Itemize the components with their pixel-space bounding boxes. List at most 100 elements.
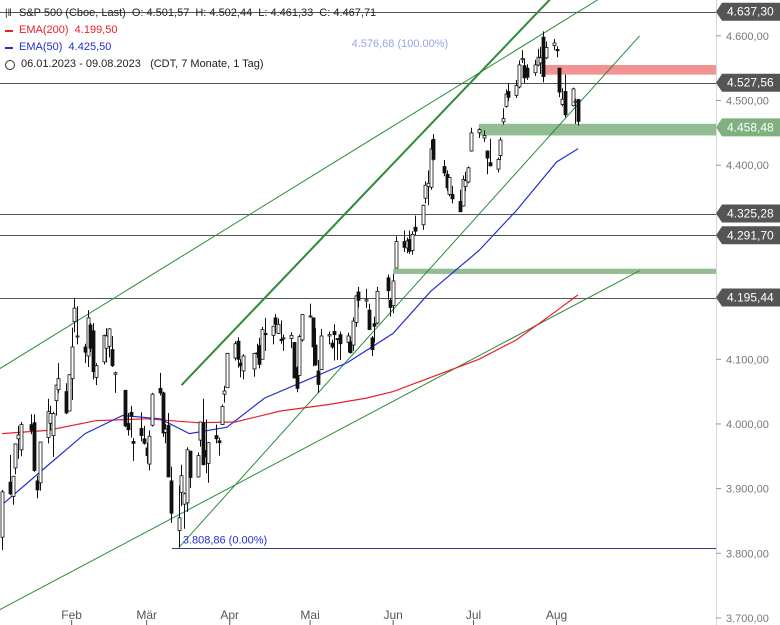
candle	[391, 273, 396, 314]
candle-body-down	[386, 277, 391, 292]
candle-body-up	[573, 100, 578, 103]
candle-body-up	[421, 204, 426, 226]
candle-body-up	[220, 406, 225, 425]
candle	[75, 306, 80, 345]
candle-body-up	[107, 328, 112, 347]
candle-body-down	[576, 99, 581, 122]
candle	[544, 41, 549, 60]
candle	[450, 185, 455, 204]
candle-body-down	[311, 317, 316, 348]
candle-body-up	[463, 180, 468, 187]
candle	[560, 88, 565, 107]
candle	[555, 46, 560, 58]
candle	[83, 343, 88, 364]
candle-body-down	[126, 422, 131, 431]
candle	[131, 438, 136, 461]
candle	[16, 425, 21, 459]
candle	[129, 405, 134, 438]
candle-body-down	[506, 91, 511, 98]
candle-body-up	[517, 64, 522, 88]
candle	[72, 297, 77, 333]
candle	[469, 127, 474, 152]
candle-body-down	[131, 441, 136, 444]
candle-body-up	[375, 290, 380, 324]
candle-body-down	[525, 67, 530, 78]
candle-body-up	[308, 315, 313, 318]
candle	[295, 366, 300, 393]
candle	[482, 130, 487, 142]
candle	[126, 412, 131, 436]
candle-body-up	[514, 85, 519, 96]
candle	[488, 138, 493, 167]
candle-body-up	[241, 355, 246, 372]
candle	[375, 286, 380, 325]
candle	[386, 274, 391, 300]
candle	[552, 39, 557, 51]
candle	[557, 67, 562, 98]
y-tick-label: 4.600,00	[726, 31, 769, 43]
candle-body-up	[182, 493, 187, 505]
candle	[292, 342, 297, 379]
candle	[354, 295, 359, 327]
candle	[217, 437, 222, 456]
candle-body-down	[338, 334, 343, 345]
price-level-tag	[716, 118, 780, 137]
candle-body-up	[113, 372, 118, 375]
candle-body-up	[571, 88, 576, 107]
candle-body-down	[388, 300, 393, 308]
support-resistance-zone	[393, 268, 716, 274]
ema200-value: 4.199,50	[74, 24, 118, 36]
candle	[327, 331, 332, 345]
candle-body-down	[91, 330, 96, 372]
candle-body-up	[67, 374, 72, 412]
candle	[571, 87, 576, 107]
candle-body-up	[300, 314, 305, 341]
date-range: 06.01.2023 - 09.08.2023	[21, 58, 141, 70]
candle-body-down	[316, 370, 321, 385]
ohlc-close-value: 4.467,71	[333, 7, 377, 19]
candle-body-up	[11, 475, 16, 497]
candle	[123, 389, 128, 428]
candle	[533, 59, 538, 76]
candle-body-down	[485, 150, 490, 159]
trendline	[0, 0, 599, 370]
candle	[348, 336, 353, 354]
candle	[356, 286, 361, 308]
candle-body-up	[498, 139, 503, 156]
x-tick-label: Feb	[61, 608, 82, 622]
price-axis-panel	[716, 0, 780, 625]
candle-body-up	[185, 449, 190, 504]
ohlc-open-value: 4.501,57	[146, 7, 190, 19]
candle	[198, 421, 203, 447]
candle	[113, 371, 118, 393]
candle	[485, 150, 490, 175]
candle	[225, 352, 230, 389]
candle	[407, 230, 412, 254]
candle-body-up	[75, 335, 80, 338]
candle-body-down	[188, 450, 193, 479]
candle-body-down	[123, 389, 128, 427]
candle	[423, 181, 428, 204]
legend-ema50-row: EMA(50) 4.425,50	[5, 39, 376, 56]
candle	[271, 325, 276, 345]
candle	[185, 447, 190, 512]
candle-body-up	[351, 320, 356, 346]
candle	[166, 412, 171, 478]
legend-ema200-row: EMA(200) 4.199,50	[5, 22, 376, 39]
candle	[426, 170, 431, 206]
candle	[319, 328, 324, 371]
x-tick-label: Mär	[136, 608, 157, 622]
candle-body-up	[410, 234, 415, 251]
candle	[289, 332, 294, 349]
candle-body-up	[0, 491, 5, 538]
candle	[51, 411, 56, 457]
candle-body-down	[129, 411, 134, 417]
candle-body-down	[356, 291, 361, 301]
candle	[421, 204, 426, 230]
candle	[335, 338, 340, 360]
candle-body-down	[201, 422, 206, 466]
candle-body-up	[281, 337, 286, 340]
candle-body-up	[225, 353, 230, 389]
candle	[64, 383, 69, 415]
